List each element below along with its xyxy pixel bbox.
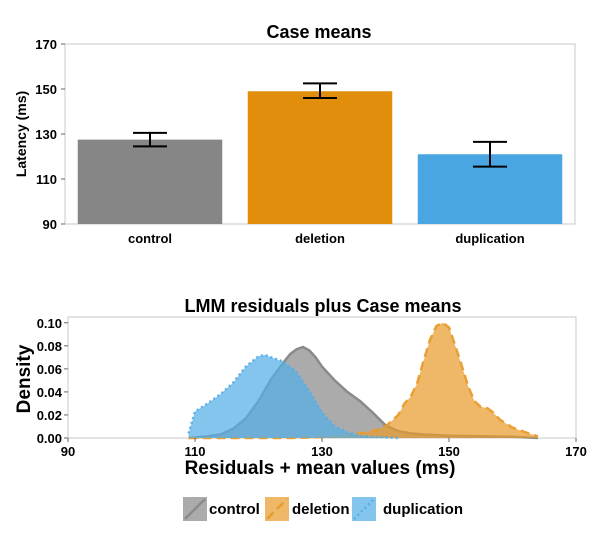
bar-chart-x-tick-label: deletion xyxy=(295,231,345,246)
bar-deletion xyxy=(247,91,393,224)
density-y-tick-label: 0.10 xyxy=(37,316,62,331)
density-chart-areas xyxy=(187,321,539,440)
error-bar-control xyxy=(133,131,167,148)
density-x-tick-label: 170 xyxy=(565,444,587,459)
density-x-tick-label: 130 xyxy=(311,444,333,459)
error-bar-deletion xyxy=(303,82,337,99)
legend-key-stroke-deletion xyxy=(266,498,288,520)
density-y-tick-label: 0.06 xyxy=(37,362,62,377)
bar-chart-y-tick-label: 90 xyxy=(43,217,57,232)
density-y-tick-label: 0.04 xyxy=(37,385,63,400)
density-area-deletion xyxy=(188,322,538,438)
density-y-tick-label: 0.08 xyxy=(37,339,62,354)
density-chart-legend: control deletion duplication xyxy=(183,497,463,521)
density-line-deletion xyxy=(188,321,539,440)
bar-chart-x-tick-label: control xyxy=(128,231,172,246)
bar-chart-y-tick-label: 130 xyxy=(35,127,57,142)
legend-item-duplication: duplication xyxy=(352,497,463,521)
legend-label-deletion: deletion xyxy=(292,501,350,518)
bar-chart-x-tick-label: duplication xyxy=(455,231,524,246)
legend-label-control: control xyxy=(209,501,260,518)
legend-key-stroke-control xyxy=(184,498,206,520)
density-line-duplication xyxy=(187,353,399,440)
density-chart-y-ticks: 0.00 0.02 0.04 0.06 0.08 0.10 xyxy=(37,316,68,446)
error-bar-duplication xyxy=(473,140,507,168)
density-chart-x-axis-label: Residuals + mean values (ms) xyxy=(185,458,456,479)
density-x-tick-label: 90 xyxy=(61,444,75,459)
bar-chart-x-ticks: control deletion duplication xyxy=(128,231,525,246)
density-area-duplication xyxy=(188,355,399,438)
density-y-tick-label: 0.00 xyxy=(37,431,62,446)
bar-chart-y-axis-label: Latency (ms) xyxy=(13,91,29,177)
bar-chart-y-tick-label: 170 xyxy=(35,37,57,52)
bar-chart-title: Case means xyxy=(266,22,371,42)
density-chart-title: LMM residuals plus Case means xyxy=(184,296,461,316)
density-x-tick-label: 110 xyxy=(185,444,206,459)
bar-control xyxy=(77,139,223,224)
bar-chart-error-bars xyxy=(133,82,507,168)
legend-label-duplication: duplication xyxy=(383,501,463,518)
density-chart-lmm-residuals: LMM residuals plus Case means Density 0.… xyxy=(14,296,587,521)
legend-item-control: control xyxy=(183,497,260,521)
density-series-duplication xyxy=(187,353,399,440)
density-x-tick-label: 150 xyxy=(438,444,460,459)
density-y-tick-label: 0.02 xyxy=(37,408,62,423)
density-chart-x-ticks: 90 110 130 150 170 xyxy=(61,438,587,459)
bar-chart-y-tick-label: 150 xyxy=(35,82,57,97)
legend-item-deletion: deletion xyxy=(265,497,350,521)
bar-chart-y-tick-label: 110 xyxy=(36,172,57,187)
density-series-deletion xyxy=(188,321,539,440)
bar-chart-case-means: Case means Latency (ms) 90 110 130 150 170 c… xyxy=(13,22,576,246)
density-chart-y-axis-label: Density xyxy=(14,344,35,413)
bar-chart-y-ticks: 90 110 130 150 170 xyxy=(35,37,65,232)
